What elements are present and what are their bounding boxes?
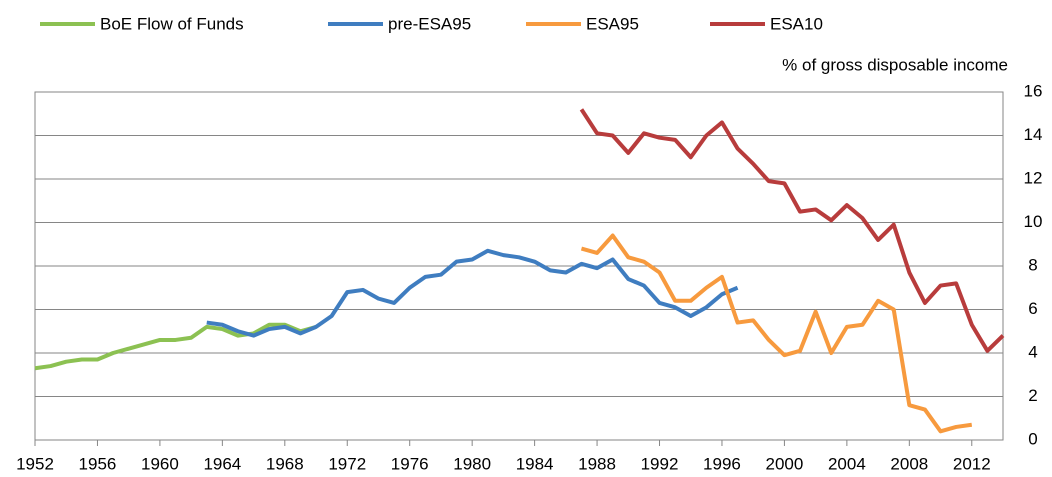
x-tick-label: 2012 (953, 454, 991, 473)
x-tick-label: 2004 (828, 454, 866, 473)
y-tick-label: 14 (1024, 125, 1043, 144)
series-line (34, 322, 317, 371)
x-tick-label: 1976 (391, 454, 429, 473)
x-tick-label: 2000 (766, 454, 804, 473)
y-tick-label: 2 (1028, 386, 1037, 405)
legend-label: ESA10 (770, 14, 823, 33)
y-tick-label: 6 (1028, 299, 1037, 318)
x-tick-label: 1968 (266, 454, 304, 473)
x-tick-label: 1956 (79, 454, 117, 473)
y-tick-label: 8 (1028, 255, 1037, 274)
x-tick-label: 1988 (578, 454, 616, 473)
series-line (579, 108, 1005, 353)
legend-label: ESA95 (586, 14, 639, 33)
x-tick-label: 1980 (453, 454, 491, 473)
y-tick-label: 12 (1024, 168, 1043, 187)
x-tick-label: 1964 (203, 454, 241, 473)
legend-label: BoE Flow of Funds (100, 14, 244, 33)
y-tick-label: 0 (1028, 429, 1037, 448)
legend-label: pre-ESA95 (388, 14, 471, 33)
y-tick-label: 16 (1024, 81, 1043, 100)
y-tick-label: 4 (1028, 342, 1037, 361)
x-tick-label: 1960 (141, 454, 179, 473)
y-tick-label: 10 (1024, 212, 1043, 231)
series-line (580, 233, 973, 434)
x-tick-label: 1952 (16, 454, 54, 473)
x-tick-label: 2008 (890, 454, 928, 473)
x-tick-label: 1992 (641, 454, 679, 473)
series-line (206, 248, 739, 338)
x-tick-label: 1972 (328, 454, 366, 473)
x-tick-label: 1984 (516, 454, 554, 473)
y-axis-label: % of gross disposable income (782, 55, 1008, 74)
x-tick-label: 1996 (703, 454, 741, 473)
